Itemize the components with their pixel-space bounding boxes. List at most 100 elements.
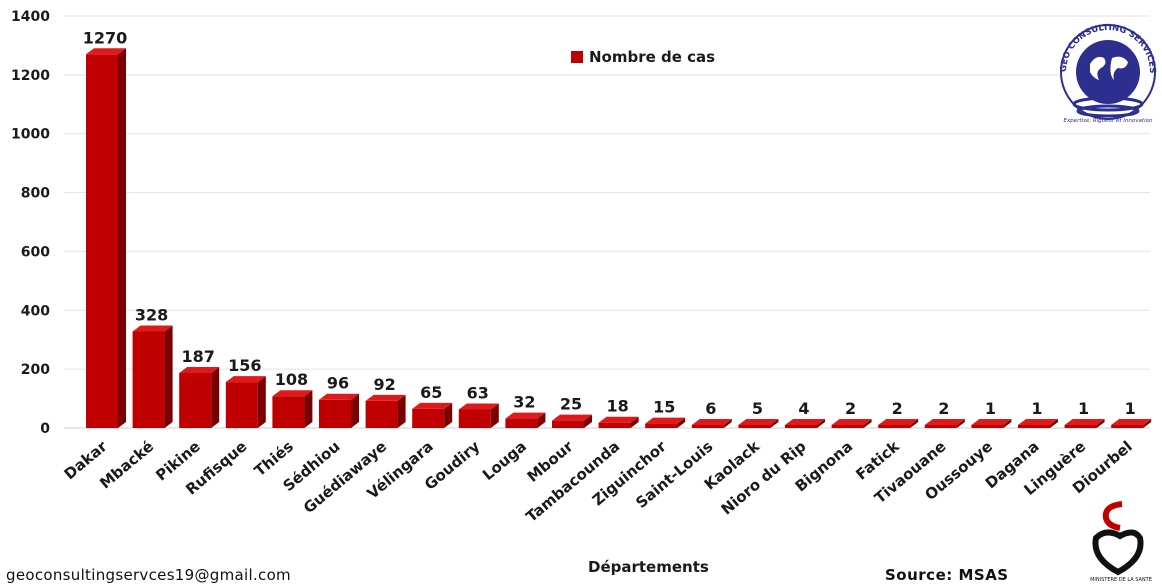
bar-front [365, 400, 398, 428]
y-tick-label: 1000 [11, 127, 50, 143]
bar-top [1064, 419, 1105, 425]
bar-top [645, 417, 686, 424]
bar [505, 412, 546, 428]
bar [645, 417, 686, 428]
bar-side [770, 419, 779, 428]
bar-top [132, 325, 173, 332]
bar-side [1050, 419, 1058, 428]
bar [831, 419, 872, 428]
bar-top [319, 393, 359, 400]
bar-top [971, 419, 1012, 425]
bar-front [971, 425, 1004, 428]
bar-front [1018, 425, 1050, 428]
bar-top [738, 419, 779, 425]
bar-front [505, 418, 538, 428]
data-label: 1270 [83, 28, 128, 47]
bar-front [179, 372, 212, 428]
data-label: 15 [653, 398, 675, 417]
x-tick-label: Louga [479, 437, 530, 484]
bar-top [831, 419, 872, 425]
data-label: 1 [1125, 399, 1136, 418]
data-label: 92 [373, 375, 395, 394]
data-label: 187 [181, 347, 214, 366]
data-label: 1 [1078, 399, 1089, 418]
bar-side [164, 325, 173, 428]
legend-swatch [571, 51, 583, 63]
bar-front [785, 425, 817, 428]
bar-top [785, 419, 825, 425]
bar-side [351, 393, 359, 428]
bar-side [1143, 419, 1152, 428]
bar [924, 419, 965, 428]
bar [598, 416, 639, 428]
geo-consulting-logo: GEO CONSULTING SERVICES Expertise, Rigue… [1059, 23, 1157, 124]
bar-top [691, 419, 732, 425]
data-label: 5 [752, 399, 763, 418]
legend: Nombre de cas [571, 48, 715, 66]
bar [878, 419, 919, 428]
bar [179, 366, 220, 428]
bar-side [444, 402, 453, 428]
ministry-logo-text: MINISTERE DE LA SANTE [1090, 577, 1152, 583]
bar-front [552, 420, 584, 428]
bar [1064, 419, 1105, 428]
bar-side [677, 417, 686, 428]
y-tick-label: 0 [40, 421, 50, 437]
bar-top [458, 403, 499, 410]
bar-top [598, 416, 639, 423]
bar-top [878, 419, 919, 425]
bar-top [86, 48, 126, 55]
bar-front [738, 425, 771, 428]
bar [971, 419, 1012, 428]
bar-top [225, 376, 266, 383]
data-label: 32 [513, 393, 535, 412]
bar-front [132, 331, 165, 428]
contact-email: geoconsultingservces19@gmail.com [6, 566, 291, 584]
bar [458, 403, 499, 428]
bar-side [1003, 419, 1012, 428]
bar-top [179, 366, 220, 373]
bar-front [645, 423, 678, 428]
bar [319, 393, 359, 428]
data-label: 1 [1031, 399, 1042, 418]
bar [1111, 419, 1152, 428]
bar [272, 390, 313, 428]
bar-top [272, 390, 313, 397]
bar-front [598, 422, 631, 428]
bar-top [552, 414, 592, 421]
logo-tagline: Expertise, Rigueur et Innovation [1064, 118, 1153, 124]
bar-front [924, 425, 957, 428]
data-label: 108 [275, 370, 308, 389]
bar-side [584, 414, 592, 428]
bar-side [211, 366, 220, 428]
bar-front [691, 425, 724, 428]
bar-top [365, 394, 406, 401]
bar-front [412, 408, 445, 428]
data-label: 25 [560, 395, 582, 414]
data-label: 96 [327, 374, 349, 393]
y-tick-label: 600 [21, 244, 50, 260]
bar-side [537, 412, 546, 428]
bar-front [878, 425, 911, 428]
x-axis-title: Départements [588, 558, 709, 576]
bar-side [956, 419, 965, 428]
bar-side [817, 419, 825, 428]
bar-side [257, 376, 266, 428]
bar [365, 394, 406, 428]
y-axis: 0 200 400 600 800 1000 1200 1400 [11, 9, 50, 437]
bar [738, 419, 779, 428]
bar-top [412, 402, 453, 409]
bar-side [863, 419, 872, 428]
data-label: 65 [420, 383, 442, 402]
data-label: 18 [606, 397, 628, 416]
bar [225, 376, 266, 428]
bar [552, 414, 592, 428]
y-tick-label: 800 [21, 186, 50, 202]
source-note: Source: MSAS [885, 566, 1009, 584]
bar-side [630, 416, 639, 428]
bar-top [505, 412, 546, 419]
bar-front [272, 396, 305, 428]
